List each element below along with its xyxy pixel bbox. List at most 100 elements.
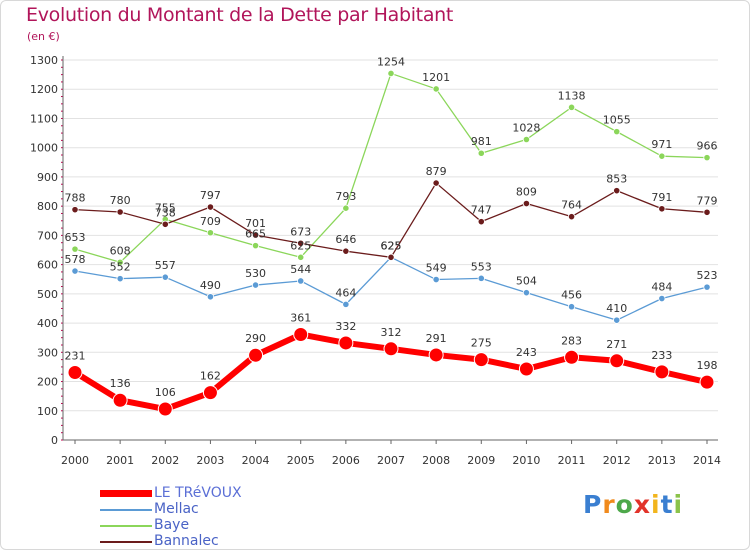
data-label: 625 [381, 239, 402, 252]
logo-letter: t [660, 490, 674, 519]
plot-area [64, 56, 718, 440]
data-label: 809 [516, 186, 537, 199]
data-point [383, 341, 399, 357]
data-label: 673 [290, 225, 311, 238]
data-point [432, 179, 440, 187]
logo-letter: P [583, 490, 603, 519]
data-label: 553 [471, 260, 492, 273]
data-point [297, 277, 305, 285]
data-label: 557 [155, 259, 176, 272]
data-label: 646 [335, 233, 356, 246]
data-label: 1254 [377, 55, 405, 68]
data-label: 971 [651, 138, 672, 151]
data-point [613, 128, 621, 136]
data-point [71, 267, 79, 275]
x-tick-label: 2002 [151, 454, 179, 467]
chart-subtitle: (en €) [27, 30, 60, 43]
logo-letter: x [633, 490, 651, 519]
proxiti-logo: Proxiti [583, 490, 683, 519]
x-tick-label: 2013 [648, 454, 676, 467]
data-point [387, 69, 395, 78]
data-label: 853 [606, 173, 627, 186]
data-point [342, 247, 350, 255]
data-label: 549 [426, 262, 447, 275]
data-point [202, 385, 218, 401]
data-label: 484 [651, 281, 672, 294]
data-label: 464 [335, 286, 356, 299]
data-point [522, 135, 531, 144]
data-label: 1138 [558, 89, 586, 102]
data-label: 312 [381, 326, 402, 339]
data-point [703, 283, 711, 291]
data-point [387, 253, 395, 261]
data-label: 291 [426, 332, 447, 345]
data-label: 290 [245, 332, 266, 345]
data-point [703, 154, 711, 162]
x-tick-label: 2010 [512, 454, 540, 467]
data-label: 625 [381, 239, 402, 252]
data-point [564, 349, 580, 365]
data-point [658, 205, 666, 213]
data-point [613, 187, 621, 195]
data-point [477, 218, 485, 226]
legend-swatch [100, 541, 152, 543]
legend-swatch [100, 509, 152, 511]
data-point [428, 347, 444, 363]
data-point [654, 364, 670, 380]
data-point [67, 364, 83, 380]
x-tick-label: 2003 [196, 454, 224, 467]
data-label: 275 [471, 337, 492, 350]
data-point [297, 239, 305, 247]
x-tick-label: 2000 [61, 454, 89, 467]
x-tick-label: 2011 [558, 454, 586, 467]
data-point [116, 208, 124, 216]
data-label: 701 [245, 217, 266, 230]
y-tick-label: 1100 [30, 112, 58, 125]
y-tick-label: 300 [37, 346, 58, 359]
data-point [703, 208, 711, 216]
data-point [297, 253, 305, 261]
data-label: 243 [516, 346, 537, 359]
data-label: 504 [516, 275, 537, 288]
logo-letter: i [673, 490, 684, 519]
data-point [342, 204, 350, 212]
data-point [71, 206, 79, 214]
data-point [432, 275, 440, 284]
data-point [567, 103, 576, 111]
data-point [658, 294, 666, 303]
data-point [522, 289, 531, 297]
data-point [116, 258, 124, 266]
data-label: 530 [245, 267, 266, 280]
data-point [206, 293, 215, 301]
data-point [161, 220, 169, 228]
data-point [112, 392, 128, 408]
data-label: 578 [65, 253, 86, 266]
data-point [251, 242, 260, 250]
data-point [477, 149, 485, 157]
data-label: 552 [110, 261, 131, 274]
y-tick-label: 1200 [30, 83, 58, 96]
x-tick-label: 2006 [332, 454, 360, 467]
data-point [518, 361, 534, 377]
data-label: 410 [606, 302, 627, 315]
data-label: 283 [561, 334, 582, 347]
data-label: 608 [110, 244, 131, 257]
data-point [248, 347, 264, 363]
data-point [161, 273, 169, 281]
y-tick-label: 400 [37, 317, 58, 330]
data-label: 653 [65, 231, 86, 244]
data-label: 361 [290, 311, 311, 324]
data-label: 544 [290, 263, 311, 276]
data-point [116, 275, 124, 283]
logo-letter: r [602, 490, 616, 519]
data-label: 709 [200, 215, 221, 228]
data-label: 1055 [603, 114, 631, 127]
data-label: 233 [651, 349, 672, 362]
data-point [477, 274, 485, 282]
y-tick-label: 500 [37, 288, 58, 301]
data-point [522, 199, 531, 208]
data-label: 665 [245, 228, 266, 241]
data-point [342, 300, 350, 308]
data-label: 625 [290, 239, 311, 252]
